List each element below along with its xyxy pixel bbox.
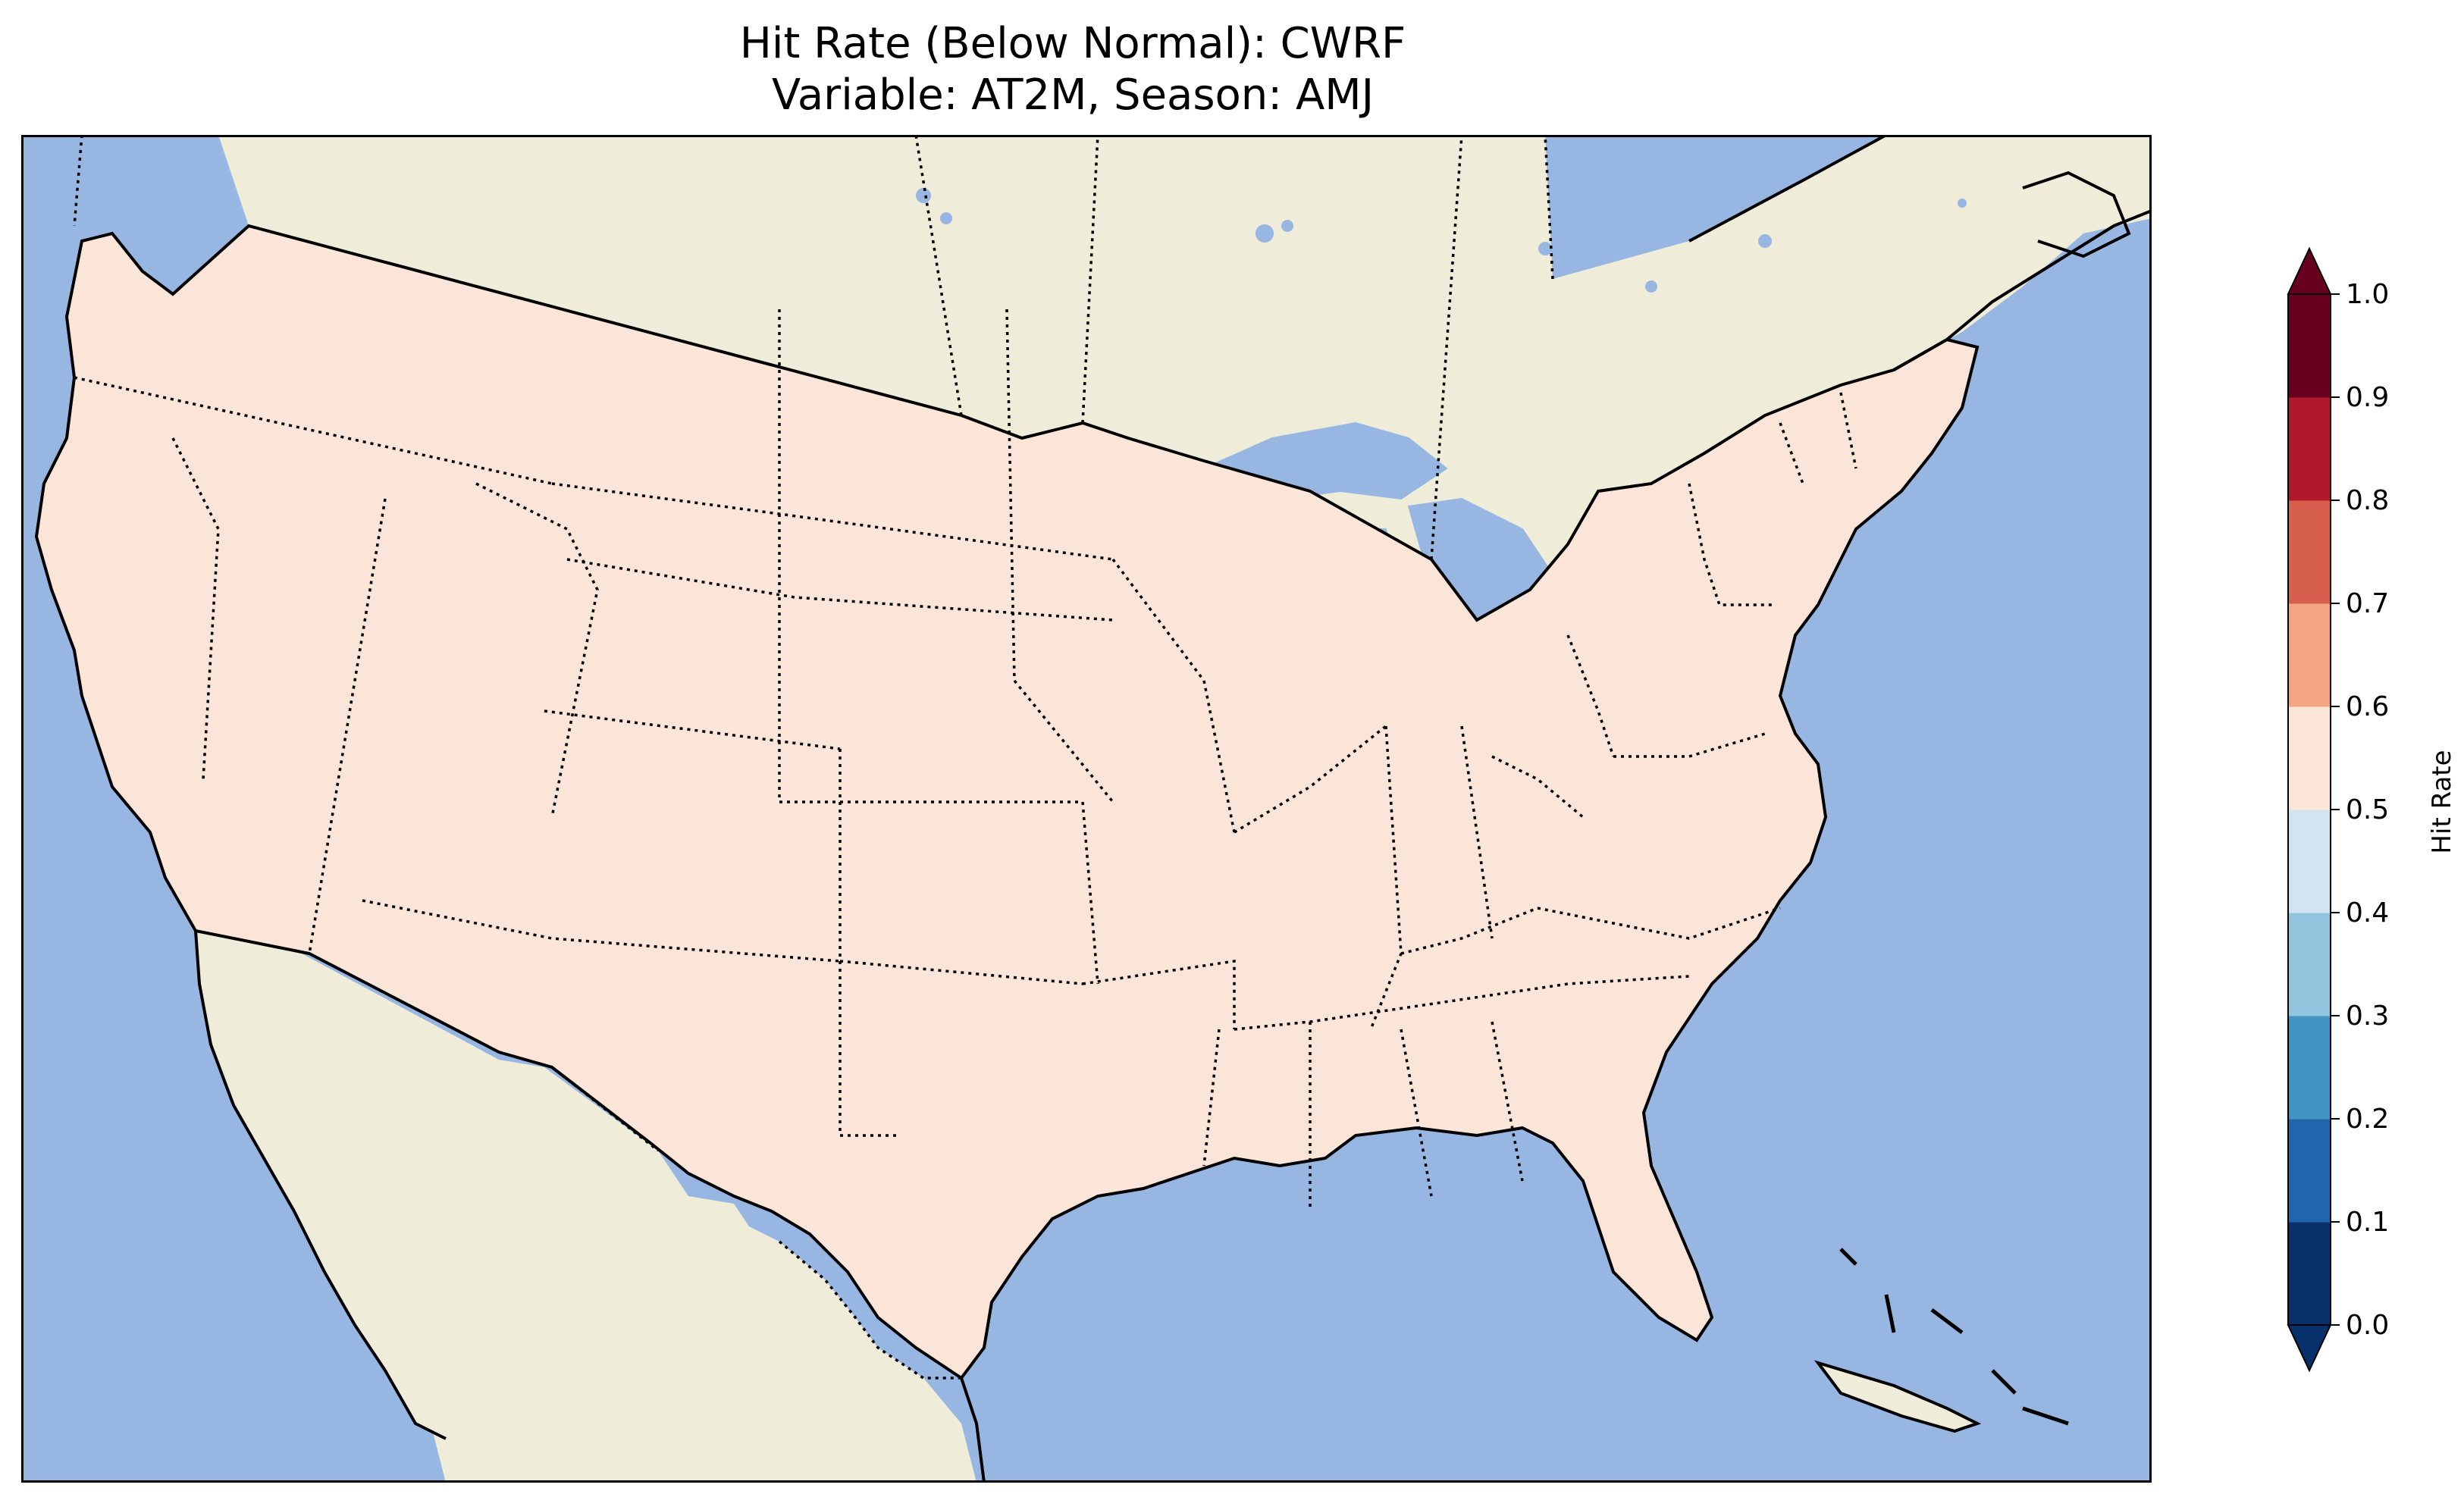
- bahamas-islands: [1839, 1248, 2069, 1426]
- map-title: Hit Rate (Below Normal): CWRF: [739, 19, 1406, 68]
- colorbar-tick-label: 0.1: [2346, 1207, 2389, 1238]
- colorbar-tick-label: 0.9: [2346, 382, 2389, 413]
- canada-land: [218, 135, 2152, 620]
- colorbar-tick-label: 0.2: [2346, 1104, 2389, 1135]
- colorbar-tick-label: 0.3: [2346, 1001, 2389, 1032]
- colorbar-band: [2288, 294, 2331, 398]
- colorbar-extend-low: [2287, 1324, 2332, 1373]
- colorbar-band: [2288, 810, 2331, 913]
- colorbar-band: [2288, 500, 2331, 604]
- national-border: [73, 135, 1554, 1380]
- colorbar-tick-label: 0.7: [2346, 588, 2389, 619]
- colorbar-tick-label: 0.5: [2346, 794, 2389, 825]
- colorbar-tick-label: 1.0: [2346, 279, 2389, 310]
- colorbar-band: [2288, 913, 2331, 1016]
- colorbar-ticks: 0.0 0.1 0.2 0.3 0.4 0.5 0.6 0.7 0.8 0.9 1.0: [2331, 279, 2389, 1341]
- colorbar-band: [2288, 397, 2331, 501]
- colorbar-tick-label: 0.0: [2346, 1310, 2389, 1341]
- map-panel: [21, 135, 2152, 1483]
- colorbar-tick-label: 0.4: [2346, 897, 2389, 929]
- colorbar-extend-high: [2287, 246, 2332, 295]
- canada-lakes: [916, 188, 1967, 293]
- map-subtitle: Variable: AT2M, Season: AMJ: [771, 70, 1375, 120]
- baja-land: [196, 931, 446, 1439]
- colorbar: 0.0 0.1 0.2 0.3 0.4 0.5 0.6 0.7 0.8 0.9 1.0 Hit Ra…: [2287, 246, 2457, 1373]
- state-borders: [74, 224, 1857, 1211]
- colorbar-label: Hit Rate: [2427, 750, 2457, 853]
- colorbar-band: [2288, 1119, 2331, 1223]
- cuba-land: [1814, 1360, 1982, 1433]
- colorbar-band: [2288, 706, 2331, 810]
- canada-coastline: [1688, 135, 2152, 371]
- colorbar-band: [2288, 603, 2331, 707]
- colorbar-tick-label: 0.8: [2346, 485, 2389, 516]
- colorbar-band: [2288, 1222, 2331, 1326]
- mexico-coastline: [194, 930, 986, 1483]
- newfoundland-coast: [2022, 171, 2131, 258]
- map-frame: [21, 135, 2152, 1483]
- colorbar-tick-label: 0.6: [2346, 691, 2389, 722]
- colorbar-bands: [2287, 246, 2332, 1373]
- colorbar-band: [2288, 1016, 2331, 1120]
